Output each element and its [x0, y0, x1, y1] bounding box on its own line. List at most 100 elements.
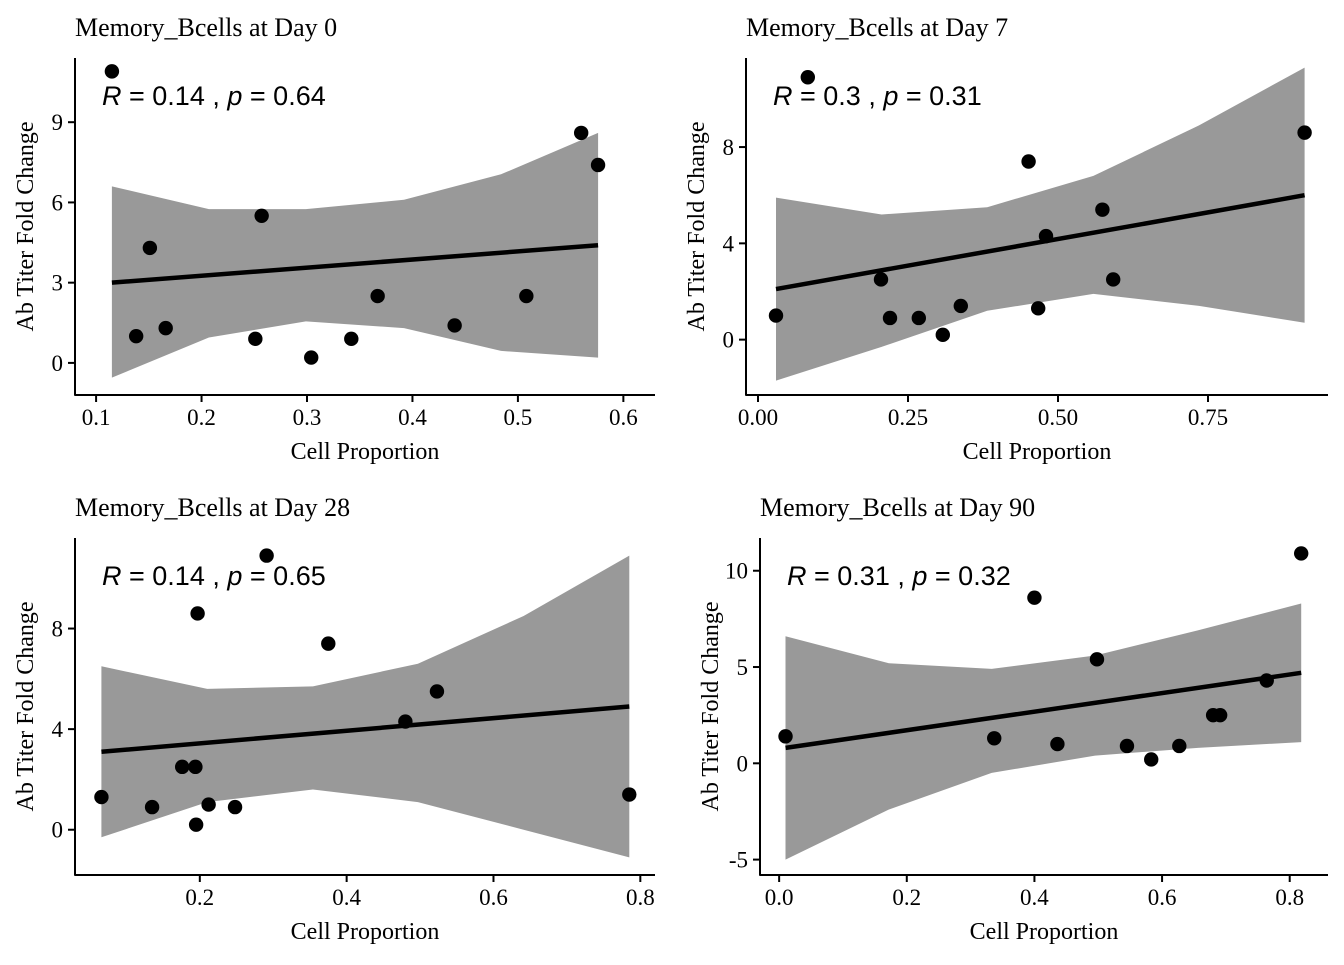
y-tick-label: 6 — [52, 190, 64, 215]
panel-3: Memory_Bcells at Day 28 0.2 0.4 0.6 0.8 0 4 8 Ce… — [13, 493, 655, 945]
x-axis-label: Cell Proportion — [291, 439, 440, 465]
regression-line — [111, 242, 599, 285]
panel-title: Memory_Bcells at Day 28 — [75, 493, 350, 522]
regression-line — [775, 192, 1305, 292]
data-point — [304, 350, 319, 365]
data-point — [1095, 202, 1110, 217]
data-point — [174, 759, 190, 775]
separator: , — [861, 81, 884, 111]
confidence-band — [101, 555, 630, 858]
data-point — [590, 157, 606, 173]
data-point — [188, 759, 203, 775]
data-point — [519, 288, 534, 304]
data-point — [800, 70, 815, 85]
data-point — [321, 636, 336, 651]
x-tick-label: 0.8 — [1275, 885, 1304, 910]
y-tick-label: 0 — [723, 328, 735, 353]
y-axis-label: Ab Titer Fold Change — [13, 121, 39, 331]
r-label: R — [787, 561, 807, 591]
x-tick-label: 0.6 — [609, 405, 638, 430]
y-tick-label: 9 — [52, 110, 64, 135]
x-tick-label: 0.50 — [1038, 405, 1078, 430]
y-axis-label: Ab Titer Fold Change — [13, 601, 39, 811]
regression-line — [785, 670, 1302, 751]
correlation-annotation: R = 0.31 , p = 0.32 — [787, 561, 1011, 591]
data-point — [1259, 673, 1274, 688]
x-tick-label: 0.2 — [892, 885, 921, 910]
data-point — [935, 327, 950, 343]
x-tick-label: 0.75 — [1188, 405, 1228, 430]
separator: , — [890, 561, 913, 591]
x-tick-label: 0.0 — [765, 885, 794, 910]
equals-sign: = — [898, 81, 929, 111]
y-tick-label: 0 — [737, 751, 749, 776]
equals-sign: = — [242, 561, 273, 591]
data-point — [398, 714, 413, 729]
data-point — [447, 318, 462, 333]
data-point — [1293, 546, 1309, 561]
data-point — [142, 240, 158, 256]
x-axis-label: Cell Proportion — [963, 439, 1112, 465]
data-point — [911, 310, 926, 326]
equals-sign: = — [927, 561, 958, 591]
data-point — [778, 729, 793, 744]
data-point — [144, 799, 160, 815]
x-tick-label: 0.4 — [1020, 885, 1049, 910]
separator: , — [205, 561, 228, 591]
data-point — [104, 64, 120, 79]
equals-sign: = — [242, 81, 273, 111]
x-tick-label: 0.5 — [504, 405, 533, 430]
data-point — [1119, 738, 1135, 754]
r-value: 0.14 — [152, 561, 205, 591]
y-axis-label: Ab Titer Fold Change — [698, 601, 724, 811]
p-value: 0.31 — [929, 81, 982, 111]
p-label: p — [882, 81, 898, 111]
data-point — [370, 288, 385, 304]
data-point — [768, 308, 784, 323]
x-tick-label: 0.2 — [187, 405, 216, 430]
x-tick-label: 0.4 — [398, 405, 427, 430]
data-point — [873, 272, 889, 287]
data-point — [158, 320, 173, 336]
p-value: 0.64 — [273, 81, 326, 111]
confidence-band — [785, 603, 1302, 860]
equals-sign: = — [122, 81, 153, 111]
y-tick-label: 10 — [725, 559, 748, 584]
data-point — [94, 789, 109, 805]
r-label: R — [102, 561, 122, 591]
p-label: p — [226, 81, 242, 111]
x-axis-label: Cell Proportion — [970, 919, 1119, 945]
y-tick-label: 8 — [52, 617, 64, 642]
data-point — [882, 310, 898, 326]
data-point — [1050, 736, 1065, 752]
correlation-annotation: R = 0.14 , p = 0.64 — [102, 81, 326, 111]
y-tick-label: -5 — [729, 848, 748, 873]
x-tick-label: 0.8 — [626, 885, 655, 910]
x-tick-label: 0.6 — [479, 885, 508, 910]
x-tick-label: 0.2 — [185, 885, 214, 910]
data-point — [573, 125, 589, 141]
r-value: 0.3 — [823, 81, 861, 111]
r-value: 0.14 — [152, 81, 205, 111]
x-axis-label: Cell Proportion — [291, 919, 440, 945]
x-tick-label: 0.1 — [82, 405, 111, 430]
data-point — [227, 799, 243, 815]
r-label: R — [773, 81, 793, 111]
y-tick-label: 4 — [52, 717, 64, 742]
data-point — [1038, 228, 1054, 244]
equals-sign: = — [807, 561, 838, 591]
x-tick-label: 0.4 — [332, 885, 361, 910]
correlation-annotation: R = 0.3 , p = 0.31 — [773, 81, 982, 111]
data-point — [259, 548, 274, 563]
equals-sign: = — [793, 81, 824, 111]
r-value: 0.31 — [837, 561, 890, 591]
data-point — [1106, 272, 1121, 287]
equals-sign: = — [122, 561, 153, 591]
data-point — [429, 684, 445, 699]
y-tick-label: 3 — [52, 271, 64, 296]
data-point — [128, 328, 144, 344]
data-point — [987, 731, 1002, 746]
panel-1: Memory_Bcells at Day 0 0.1 0.2 0.3 0.4 0.5 0.6… — [13, 13, 655, 465]
regression-line — [101, 704, 630, 755]
